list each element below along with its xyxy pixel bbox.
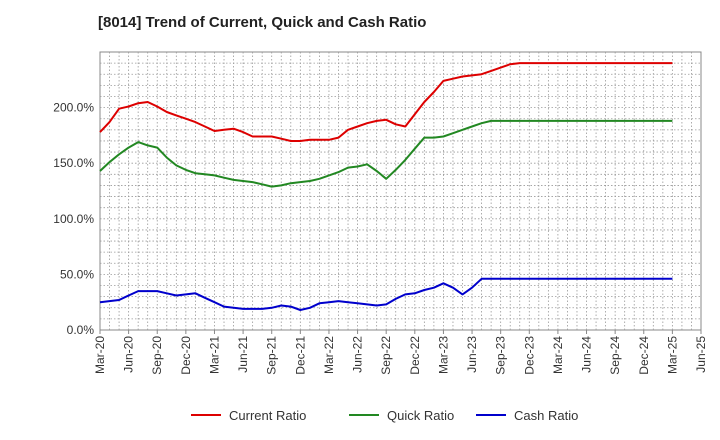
x-tick-label: Sep-22 [379,336,393,375]
x-tick-label: Jun-23 [465,336,479,373]
x-tick-label: Sep-20 [150,336,164,375]
x-tick-label: Sep-23 [494,336,508,375]
x-tick-label: Mar-22 [322,336,336,374]
series-line-current-ratio [99,62,673,142]
x-tick-label: Dec-24 [637,336,651,375]
x-tick-label: Mar-24 [551,336,565,374]
x-tick-label: Sep-24 [608,336,622,375]
x-tick-label: Jun-24 [580,336,594,373]
legend-label-cash-ratio: Cash Ratio [514,408,578,423]
legend-label-quick-ratio: Quick Ratio [387,408,454,423]
x-tick-label: Mar-20 [93,336,107,374]
y-tick-label: 50.0% [60,267,94,281]
series-line-cash-ratio [99,277,673,311]
x-tick-label: Jun-22 [351,336,365,373]
y-tick-label: 0.0% [67,323,95,337]
x-tick-label: Dec-20 [179,336,193,375]
x-tick-label: Mar-21 [207,336,221,374]
x-tick-label: Jun-21 [236,336,250,373]
chart-title: [8014] Trend of Current, Quick and Cash … [98,14,427,31]
x-tick-label: Sep-21 [265,336,279,375]
x-tick-label: Dec-23 [522,336,536,375]
x-tick-label: Mar-23 [436,336,450,374]
y-tick-label: 200.0% [53,101,94,115]
y-tick-label: 150.0% [53,156,94,170]
legend-label-current-ratio: Current Ratio [229,408,306,423]
x-tick-label: Jun-25 [694,336,708,373]
series-line-quick-ratio [99,119,673,188]
plot-area [99,51,702,331]
y-tick-label: 100.0% [53,212,94,226]
x-tick-label: Jun-20 [122,336,136,373]
x-tick-label: Dec-22 [408,336,422,375]
x-tick-label: Mar-25 [665,336,679,374]
x-tick-label: Dec-21 [293,336,307,375]
